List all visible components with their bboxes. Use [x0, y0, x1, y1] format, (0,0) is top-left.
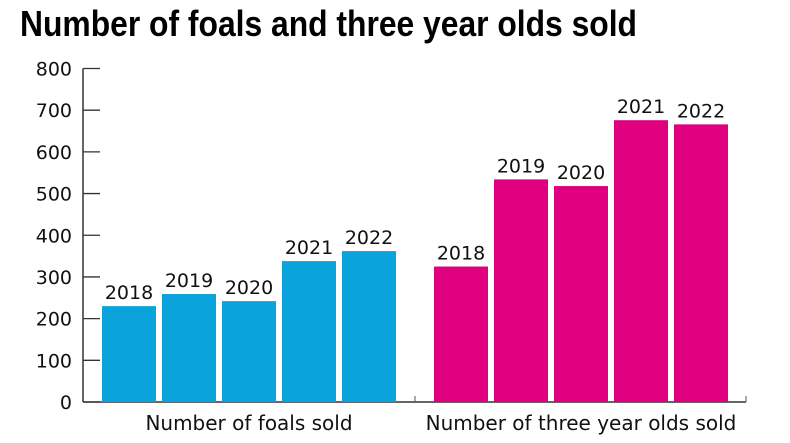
bar-year-label: 2018: [437, 243, 485, 265]
y-tick-label: 200: [36, 309, 72, 331]
bar-year-label: 2018: [105, 282, 153, 304]
y-tick-label: 100: [36, 350, 72, 372]
y-tick-label: 700: [36, 100, 72, 122]
bar: [674, 124, 728, 402]
bar-year-label: 2021: [617, 96, 665, 118]
y-tick-label: 500: [36, 184, 72, 206]
bar: [494, 179, 548, 402]
y-tick-label: 600: [36, 142, 72, 164]
bar-year-label: 2022: [677, 100, 725, 122]
group-label: Number of three year olds sold: [426, 411, 737, 435]
y-tick-label: 800: [36, 59, 72, 81]
bar: [162, 294, 216, 402]
y-tick-label: 300: [36, 267, 72, 289]
bar-year-label: 2020: [225, 277, 273, 299]
bar: [342, 251, 396, 402]
bar: [434, 266, 488, 402]
bar-year-label: 2022: [345, 227, 393, 249]
y-tick-label: 400: [36, 225, 72, 247]
bar: [614, 120, 668, 402]
bar: [222, 301, 276, 402]
bar: [554, 186, 608, 402]
bar-year-label: 2020: [557, 162, 605, 184]
bar: [282, 261, 336, 402]
bar-year-label: 2019: [497, 155, 545, 177]
bar: [102, 306, 156, 402]
bar-year-label: 2021: [285, 237, 333, 259]
bar-year-label: 2019: [165, 270, 213, 292]
y-tick-label: 0: [60, 392, 72, 414]
group-label: Number of foals sold: [145, 411, 352, 435]
chart-title: Number of foals and three year olds sold: [20, 3, 637, 44]
